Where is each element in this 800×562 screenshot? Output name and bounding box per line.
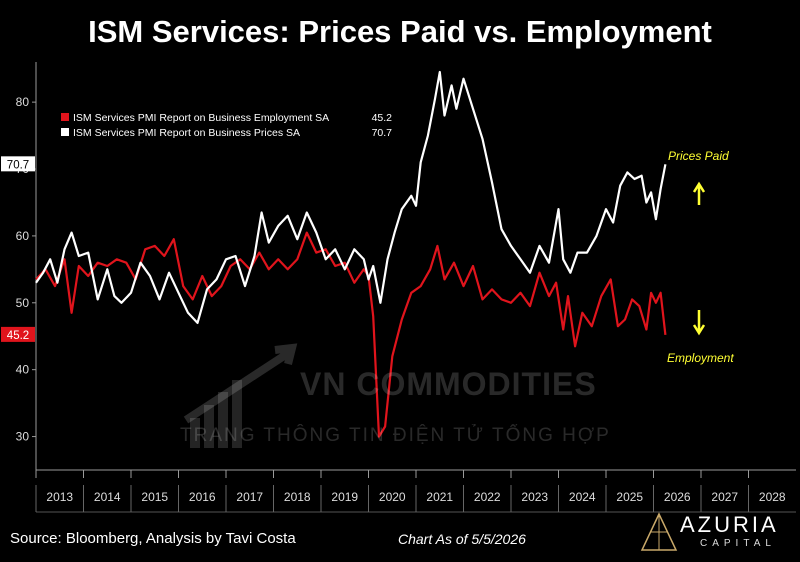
last-value-tag-employment [1,326,35,342]
legend-entry-prices: ISM Services PMI Report on Business Pric… [73,127,300,139]
y-tick-label: 60 [16,229,30,243]
x-tick-label: 2017 [236,490,263,504]
legend-swatch-prices [61,128,69,136]
legend-entry-employment: ISM Services PMI Report on Business Empl… [73,112,329,124]
x-tick-label: 2021 [426,490,453,504]
annotation-prices: Prices Paid [668,149,729,163]
x-tick-label: 2027 [711,490,738,504]
watermark-subtitle: TRANG THÔNG TIN ĐIỆN TỬ TỔNG HỢP [180,425,611,446]
watermark-bar-icon [218,392,228,448]
legend-value-prices: 70.7 [372,127,393,139]
source-note: Source: Bloomberg, Analysis by Tavi Cost… [10,530,296,547]
y-tick-label: 30 [16,430,30,444]
chart-title: ISM Services: Prices Paid vs. Employment [88,14,712,49]
logo-subtitle: CAPITAL [700,538,776,549]
logo-mark-icon [640,512,678,551]
x-tick-label: 2020 [379,490,406,504]
x-tick-label: 2028 [759,490,786,504]
x-tick-label: 2025 [616,490,643,504]
last-value-tag-prices [1,156,35,172]
x-tick-label: 2022 [474,490,501,504]
x-tick-label: 2013 [46,490,73,504]
y-tick-label: 40 [16,363,30,377]
annotation-employment: Employment [667,351,734,365]
logo-name: AZURIA [680,512,779,537]
watermark-arrow-icon [183,343,298,424]
watermark-bar-icon [204,405,214,448]
legend-value-employment: 45.2 [372,112,393,124]
series-line-prices [35,70,667,324]
watermark-bar-icon [190,418,200,448]
chart-date: Chart As of 5/5/2026 [398,531,526,547]
x-tick-label: 2026 [664,490,691,504]
x-tick-label: 2019 [331,490,358,504]
x-tick-label: 2014 [94,490,121,504]
x-tick-label: 2023 [521,490,548,504]
watermark-bar-icon [232,380,242,448]
y-tick-label: 50 [16,296,30,310]
y-tick-label: 80 [16,95,30,109]
azuria-logo: AZURIA CAPITAL [640,512,790,554]
watermark-title: VN COMMODITIES [300,366,597,402]
x-tick-label: 2015 [141,490,168,504]
x-tick-label: 2016 [189,490,216,504]
x-tick-label: 2024 [569,490,596,504]
last-value-label-prices: 70.7 [7,159,29,171]
legend-swatch-employment [61,113,69,121]
series-line-employment [35,231,667,438]
x-tick-label: 2018 [284,490,311,504]
last-value-label-employment: 45.2 [7,330,29,342]
arrow-down-icon [692,310,706,336]
arrow-up-icon [692,181,706,205]
